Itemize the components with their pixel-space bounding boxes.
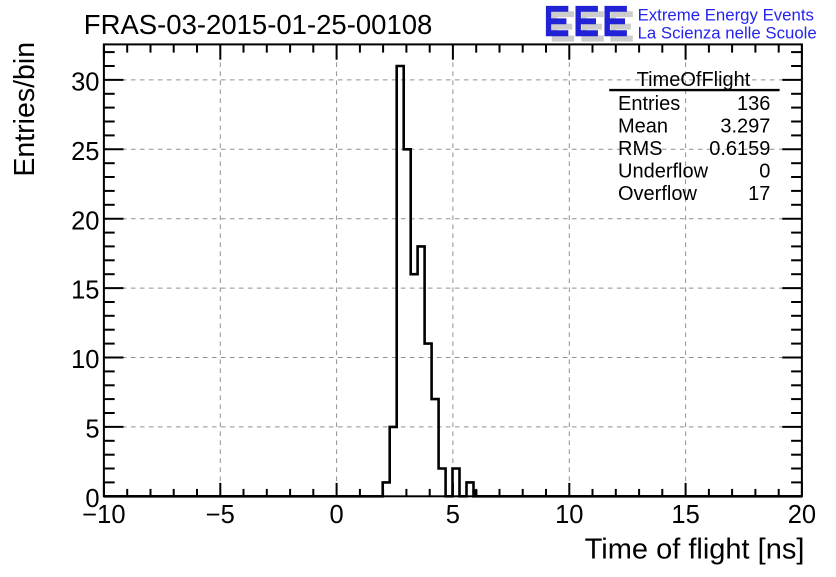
svg-text:20: 20	[788, 501, 816, 529]
svg-text:Underflow: Underflow	[618, 160, 709, 182]
svg-text:25: 25	[71, 138, 99, 166]
svg-text:0: 0	[330, 501, 344, 529]
svg-text:5: 5	[446, 501, 460, 529]
svg-text:30: 30	[71, 69, 99, 97]
svg-text:0.6159: 0.6159	[709, 138, 770, 160]
svg-text:10: 10	[71, 346, 99, 374]
svg-text:17: 17	[748, 183, 770, 205]
svg-text:Entries/bin: Entries/bin	[9, 42, 41, 177]
svg-text:Mean: Mean	[618, 115, 668, 137]
svg-text:−5: −5	[206, 501, 235, 529]
svg-text:15: 15	[71, 277, 99, 305]
svg-text:15: 15	[671, 501, 699, 529]
svg-text:Entries: Entries	[618, 93, 680, 115]
svg-text:0: 0	[85, 485, 99, 513]
svg-text:5: 5	[85, 416, 99, 444]
svg-text:3.297: 3.297	[720, 115, 770, 137]
svg-text:0: 0	[759, 160, 770, 182]
svg-text:FRAS-03-2015-01-25-00108: FRAS-03-2015-01-25-00108	[84, 9, 433, 40]
svg-text:Time of flight [ns]: Time of flight [ns]	[585, 534, 805, 566]
svg-text:La Scienza nelle Scuole: La Scienza nelle Scuole	[638, 24, 817, 43]
svg-text:Extreme Energy Events: Extreme Energy Events	[638, 5, 814, 24]
svg-text:TimeOfFlight: TimeOfFlight	[637, 69, 751, 91]
svg-text:RMS: RMS	[618, 138, 662, 160]
svg-text:136: 136	[737, 93, 770, 115]
svg-text:10: 10	[555, 501, 583, 529]
svg-text:20: 20	[71, 207, 99, 235]
svg-text:Overflow: Overflow	[618, 183, 697, 205]
svg-text:−10: −10	[82, 501, 125, 529]
